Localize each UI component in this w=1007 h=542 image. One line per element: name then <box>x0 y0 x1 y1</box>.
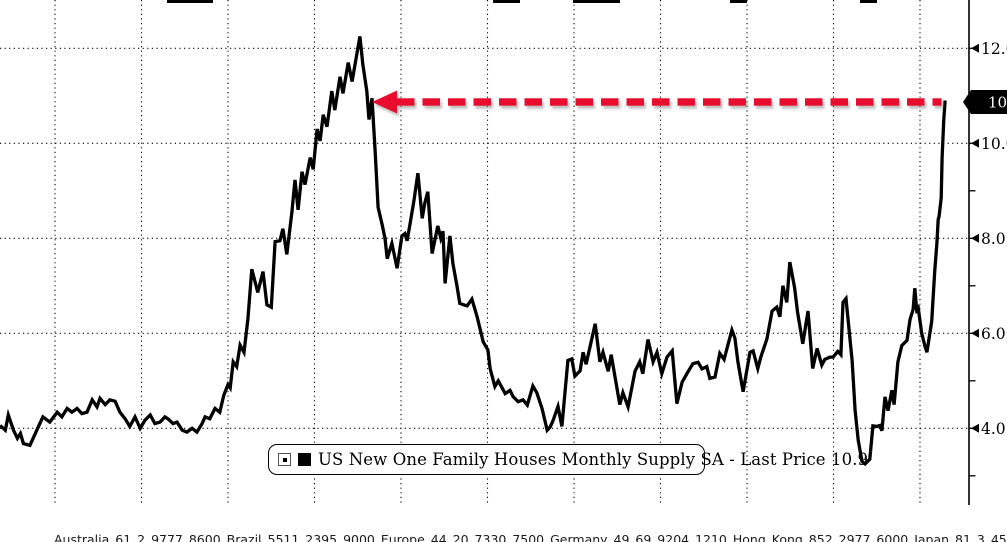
legend-series-label: US New One Family Houses Monthly Supply … <box>318 450 869 469</box>
x-axis-year-bar: '01'02'03'04'05'06'07'08'09'10'11'12'13'… <box>0 505 1007 531</box>
legend-series-swatch <box>298 453 311 466</box>
grid-layer <box>0 0 969 505</box>
last-price-badge-value: 10.9 <box>988 94 1007 112</box>
y-axis-tick-label: 6.0 <box>981 325 1006 343</box>
y-axis-layer: 12.0 10.0 8.0 6.0 4.0 10.9 <box>963 0 1007 505</box>
y-axis-tick-label: 4.0 <box>981 420 1006 438</box>
y-axis-tick-label: 12.0 <box>981 40 1007 58</box>
clipped-title-artifact <box>573 0 620 3</box>
y-tick-pointer-icon <box>971 233 979 243</box>
red-dashed-arrow-annotation <box>372 90 942 114</box>
y-axis-tick-label: 8.0 <box>981 230 1006 248</box>
price-line-series <box>0 36 947 467</box>
clipped-title-artifact <box>167 0 213 3</box>
footer-disclaimer-text: Australia 61 2 9777 8600 Brazil 5511 239… <box>54 532 1007 542</box>
y-tick-pointer-icon <box>971 423 979 433</box>
last-price-badge <box>963 90 1007 115</box>
monthly-supply-line <box>0 36 947 467</box>
y-tick-pointer-icon <box>971 43 979 53</box>
y-tick-pointer-icon <box>971 328 979 338</box>
legend-row[interactable]: US New One Family Houses Monthly Supply … <box>268 444 868 475</box>
y-axis-tick-label: 10.0 <box>981 135 1007 153</box>
clipped-title-artifact <box>730 0 747 3</box>
arrow-head-left <box>372 90 397 114</box>
legend-expand-icon[interactable] <box>278 453 291 466</box>
clipped-title-artifact <box>493 0 520 3</box>
y-tick-pointer-icon <box>971 138 979 148</box>
clipped-title-artifact <box>860 0 877 3</box>
